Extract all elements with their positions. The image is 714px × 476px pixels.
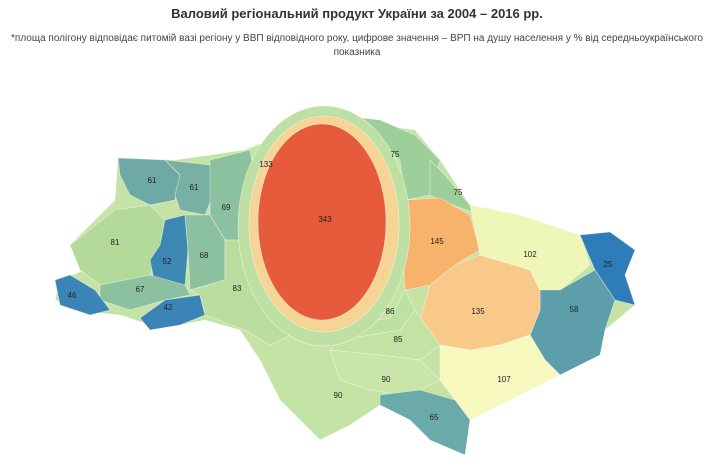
region-label: 85: [394, 335, 403, 344]
region-label: 90: [382, 375, 391, 384]
region-label: 75: [454, 188, 463, 197]
subtitle: *площа полігону відповідає питомій вазі …: [11, 33, 703, 44]
region-label: 102: [523, 250, 537, 259]
subtitle: показника: [333, 47, 381, 58]
region-label: 83: [233, 284, 242, 293]
region-label: 90: [334, 391, 343, 400]
region-label: 25: [604, 260, 613, 269]
region-label: 52: [163, 257, 172, 266]
region: [379, 389, 471, 456]
region-label: 81: [111, 238, 120, 247]
title: Валовий регіональний продукт України за …: [171, 6, 543, 21]
region-label: 69: [222, 203, 231, 212]
region-label: 42: [164, 303, 173, 312]
region-label: 68: [200, 251, 209, 260]
region-label: 61: [190, 183, 199, 192]
region-label: 61: [148, 176, 157, 185]
region-label: 343: [318, 215, 332, 224]
region-label: 67: [136, 285, 145, 294]
region-label: 58: [570, 305, 579, 314]
region-label: 133: [259, 160, 273, 169]
region-label: 75: [391, 150, 400, 159]
region-label: 145: [430, 237, 444, 246]
region: [54, 274, 111, 316]
region: [439, 334, 561, 421]
region-label: 107: [497, 375, 511, 384]
region-label: 65: [430, 413, 439, 422]
region-label: 135: [471, 307, 485, 316]
region-label: 46: [68, 291, 77, 300]
region-label: 86: [386, 307, 395, 316]
region: [257, 123, 387, 321]
region: [99, 274, 191, 311]
